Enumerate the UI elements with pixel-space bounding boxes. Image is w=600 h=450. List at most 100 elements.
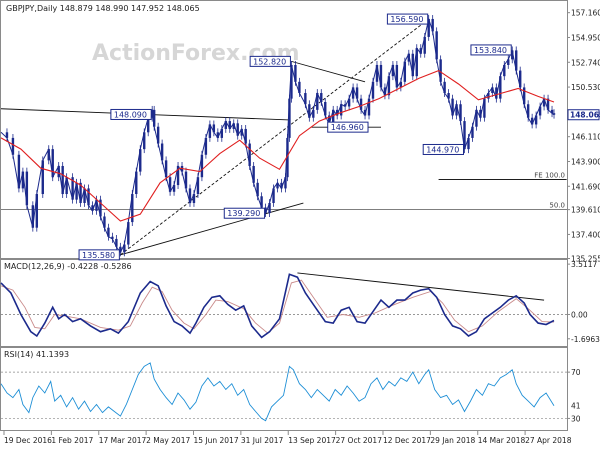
candle-body <box>371 81 375 99</box>
candle-body <box>280 182 283 189</box>
macd-title: MACD(12,26,9) -0.4228 -0.5286 <box>4 262 132 271</box>
candle-body <box>176 165 180 186</box>
rsi-panel <box>0 362 567 422</box>
candle-body <box>423 36 426 54</box>
moving-average-line <box>0 69 555 222</box>
candle-body <box>252 165 255 183</box>
price-ytick-7: 141.690 <box>571 182 600 191</box>
price-panel: FE 100.0 50.0 156.590 153.840 152.820 148.090… <box>0 13 567 261</box>
candle-body <box>79 182 82 204</box>
candle-body <box>192 194 196 204</box>
price-ytick-8: 139.610 <box>571 206 600 215</box>
candle-body <box>379 64 383 88</box>
candle-body <box>546 98 550 110</box>
price-ytick-0: 157.160 <box>571 9 600 18</box>
candle-body <box>320 93 323 103</box>
xtick-9: 29 Jan 2018 <box>430 436 475 445</box>
macd-ytick-1: 0.00 <box>571 310 588 319</box>
candle-body <box>286 137 289 178</box>
candle-body <box>411 53 414 77</box>
price-label-146.960: 146.960 <box>331 123 364 132</box>
candle-body <box>184 171 188 189</box>
candle-body <box>75 182 78 200</box>
price-label-153.840: 153.840 <box>474 46 507 55</box>
candle-body <box>276 182 279 189</box>
candle-body <box>152 109 156 127</box>
price-ytick-3: 150.530 <box>571 83 600 92</box>
rsi-ytick-1: 30 <box>571 414 581 423</box>
candle-body <box>324 102 327 116</box>
candle-body <box>332 109 335 125</box>
candle-body <box>328 115 331 125</box>
candle-body <box>526 104 530 118</box>
reference-level-label-0: FE 100.0 <box>534 171 565 179</box>
price-label-152.820: 152.820 <box>253 57 286 66</box>
candle-body <box>312 109 315 118</box>
macd-trend-line-0 <box>297 272 545 301</box>
price-label-box <box>386 13 429 25</box>
xtick-4: 15 Jun 2017 <box>193 436 238 445</box>
candle-body <box>304 93 307 105</box>
candle-body <box>515 50 518 71</box>
candle-body <box>298 81 301 94</box>
candle-body <box>290 64 293 99</box>
price-label-box <box>249 55 291 67</box>
candle-body <box>375 64 379 82</box>
candle-body <box>147 117 150 133</box>
macd-line <box>0 273 555 339</box>
candle-body <box>115 238 118 247</box>
xtick-10: 14 Mar 2018 <box>478 436 526 445</box>
candle-body <box>51 149 54 178</box>
candle-body <box>519 70 522 88</box>
candle-body <box>127 222 130 245</box>
candle-body <box>407 53 411 62</box>
macd-panel-frame <box>0 259 568 347</box>
candle-body <box>111 236 114 239</box>
candle-body <box>367 98 371 116</box>
candle-body <box>507 59 510 65</box>
price-label-156.590: 156.590 <box>390 15 423 24</box>
candle-body <box>61 165 64 195</box>
candle-body <box>91 205 94 211</box>
candle-body <box>495 87 498 99</box>
candle-body <box>463 121 466 150</box>
candle-body <box>359 98 363 110</box>
price-ytick-6: 143.900 <box>571 157 600 166</box>
rsi-title: RSI(14) 41.1393 <box>4 350 69 359</box>
candle-body <box>435 31 438 60</box>
xtick-5: 31 Jul 2017 <box>241 436 284 445</box>
candle-body <box>550 109 554 114</box>
candle-body <box>103 216 106 228</box>
candle-body <box>5 132 9 138</box>
candle-body <box>427 18 430 37</box>
candle-body <box>212 124 216 133</box>
candle-body <box>347 98 351 107</box>
trend-line-3 <box>120 202 304 256</box>
candle-body <box>143 132 146 150</box>
candle-body <box>220 128 224 138</box>
candle-body <box>483 98 486 118</box>
candle-body <box>534 115 538 125</box>
candle-body <box>355 87 359 99</box>
candle-body <box>522 87 526 105</box>
candle-body <box>419 48 422 54</box>
price-ytick-1: 154.950 <box>571 33 600 42</box>
trend-line-1 <box>291 60 366 83</box>
candle-body <box>21 171 25 189</box>
candle-body <box>196 177 200 195</box>
candle-body <box>135 171 138 195</box>
candle-body <box>41 160 44 195</box>
price-label-box <box>327 121 369 133</box>
candle-body <box>57 165 60 178</box>
xtick-7: 27 Oct 2017 <box>336 436 383 445</box>
candle-body <box>232 123 235 129</box>
price-label-135.580: 135.580 <box>82 251 115 260</box>
candle-body <box>47 149 50 161</box>
candle-body <box>11 137 15 155</box>
price-ytick-2: 152.740 <box>571 58 600 67</box>
candle-body <box>168 177 172 192</box>
candle-body <box>391 64 395 77</box>
candle-body <box>156 126 160 144</box>
price-label-139.290: 139.290 <box>227 209 260 218</box>
candle-body <box>288 98 291 138</box>
